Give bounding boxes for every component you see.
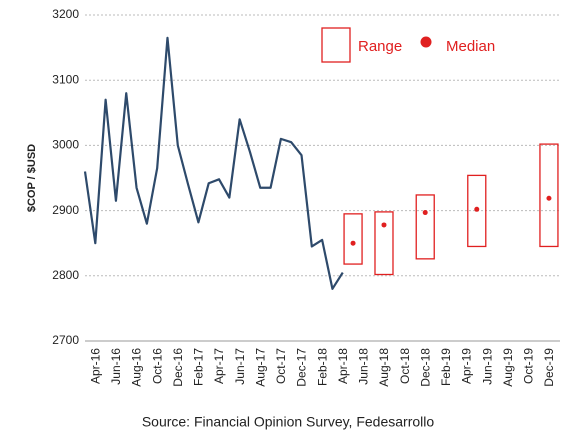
x-tick-label: Apr-16 [88, 348, 102, 384]
x-tick-label: Oct-18 [398, 348, 412, 384]
x-tick-label: Dec-16 [171, 348, 185, 387]
x-tick-label: Apr-17 [212, 348, 226, 384]
x-tick-label: Aug-18 [377, 348, 391, 387]
x-tick-label: Aug-19 [501, 348, 515, 387]
x-tick-label: Feb-19 [439, 348, 453, 386]
median-dot [474, 206, 480, 212]
range-box [343, 213, 363, 265]
source: Source: Financial Opinion Survey, Fedesa… [142, 414, 435, 430]
legend-median: Median [446, 38, 495, 55]
legend-median-swatch [420, 36, 432, 48]
x-tick-label: Aug-17 [253, 348, 267, 387]
x-tick-label: Jun-18 [357, 348, 371, 385]
x-tick-label: Oct-16 [150, 348, 164, 384]
x-tick-label: Apr-19 [460, 348, 474, 384]
legend-range: Range [358, 38, 402, 55]
x-tick-label: Jun-16 [109, 348, 123, 385]
median-dot [381, 222, 387, 228]
y-axis-label: $COP / $USD [26, 144, 38, 212]
y-tick-label: 3200 [52, 7, 79, 21]
range-box [374, 211, 394, 276]
y-tick-label: 2900 [52, 203, 79, 217]
x-tick-label: Feb-18 [315, 348, 329, 386]
x-tick-label: Dec-18 [418, 348, 432, 387]
x-tick-label: Dec-19 [542, 348, 556, 387]
x-tick-label: Apr-18 [336, 348, 350, 384]
legend-range-swatch [321, 27, 351, 63]
median-dot [422, 210, 428, 216]
x-tick-label: Aug-16 [130, 348, 144, 387]
line [83, 36, 344, 290]
y-tick-label: 2800 [52, 268, 79, 282]
y-tick-label: 3100 [52, 72, 79, 86]
x-tick-label: Dec-17 [295, 348, 309, 387]
range-box [539, 143, 559, 248]
y-tick-label: 2700 [52, 333, 79, 347]
x-tick-label: Oct-19 [522, 348, 536, 384]
x-tick-label: Jun-17 [233, 348, 247, 385]
x-tick-label: Oct-17 [274, 348, 288, 384]
x-tick-label: Feb-17 [192, 348, 206, 386]
y-tick-label: 3000 [52, 138, 79, 152]
x-tick-label: Jun-19 [480, 348, 494, 385]
range-box [415, 194, 435, 260]
median-dot [350, 240, 356, 246]
range-box [467, 174, 487, 248]
median-dot [546, 195, 552, 201]
